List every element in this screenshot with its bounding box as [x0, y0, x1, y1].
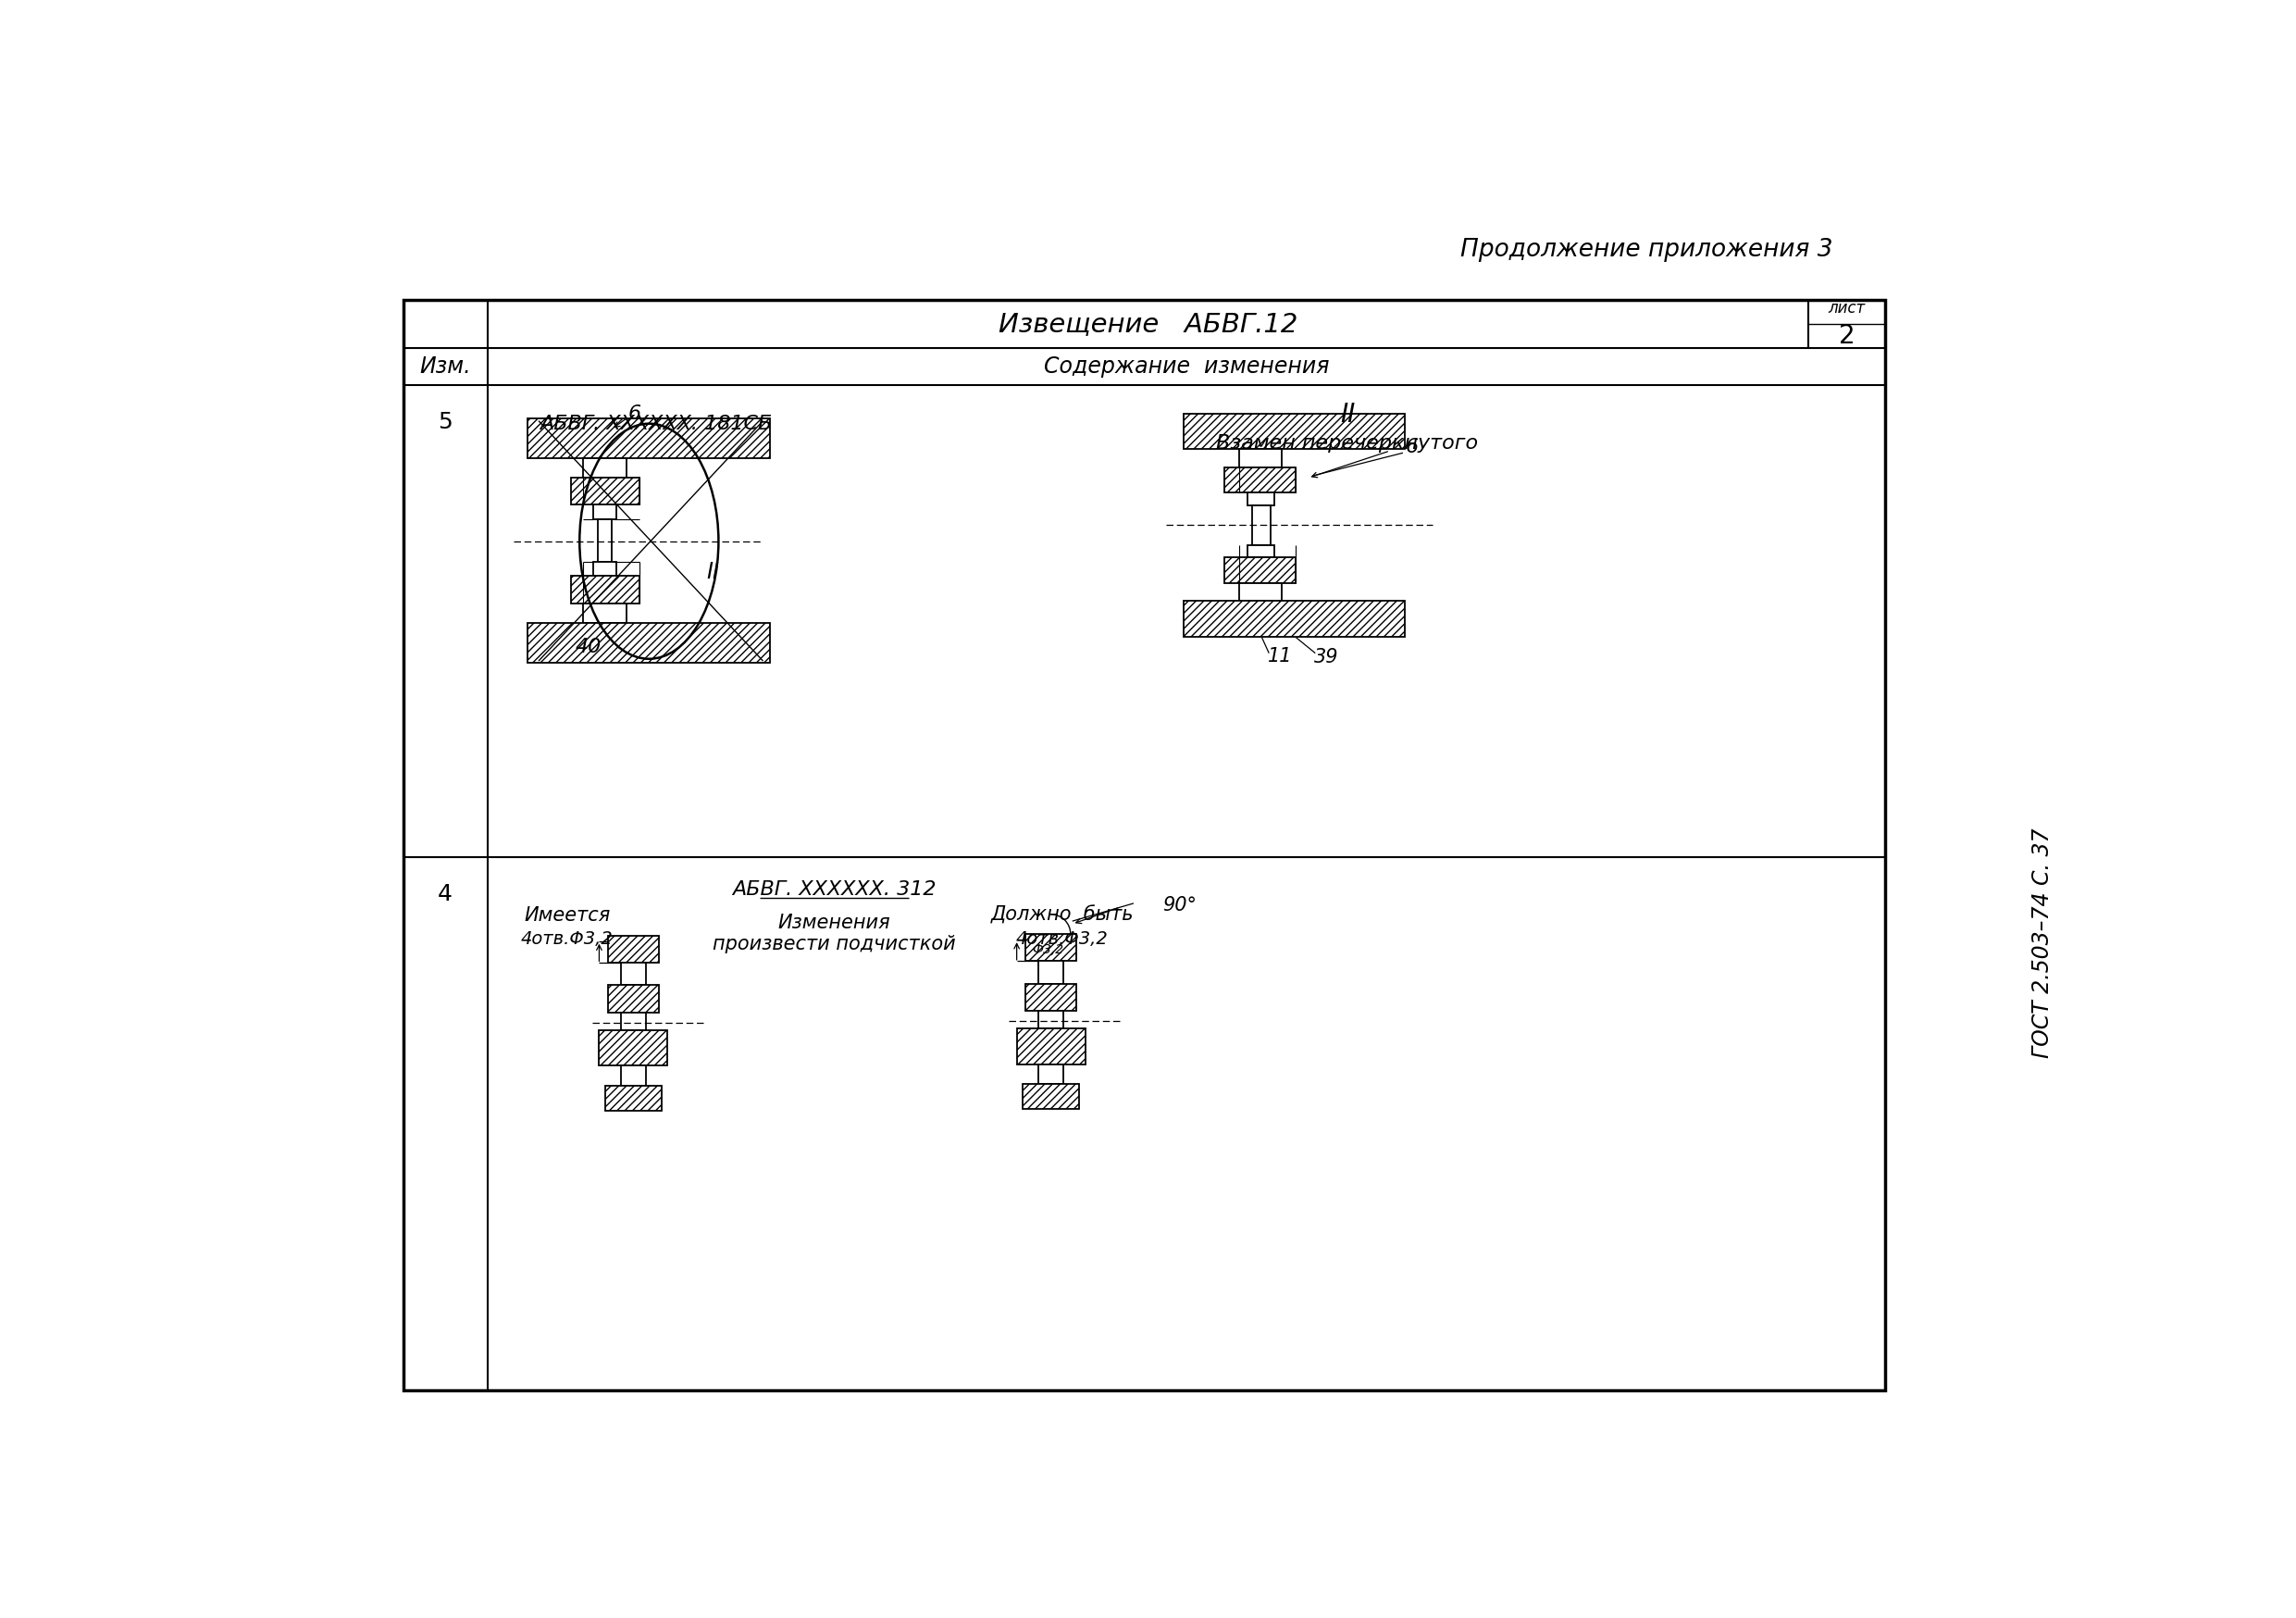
Bar — [583, 458, 627, 477]
Text: Ф3,2: Ф3,2 — [1033, 943, 1063, 956]
Text: Должно  быть: Должно быть — [992, 906, 1134, 925]
Text: ГОСТ 2.503–74 С. 37: ГОСТ 2.503–74 С. 37 — [2032, 827, 2053, 1058]
Text: 2: 2 — [1839, 324, 1855, 349]
Bar — [1038, 1011, 1063, 1029]
Text: лист: лист — [1828, 299, 1864, 317]
Bar — [620, 1013, 645, 1031]
Text: 39: 39 — [1313, 649, 1339, 667]
Bar — [592, 505, 615, 519]
Bar — [1026, 934, 1077, 961]
Text: 6: 6 — [1405, 438, 1419, 456]
Bar — [572, 477, 638, 505]
Text: 6: 6 — [629, 404, 641, 422]
Bar — [1182, 602, 1405, 637]
Bar — [528, 419, 769, 458]
Bar — [1038, 961, 1063, 984]
Text: 40: 40 — [576, 637, 602, 655]
Bar — [404, 299, 1885, 1390]
Bar — [604, 1086, 661, 1110]
Bar — [592, 561, 615, 576]
Bar — [620, 1066, 645, 1086]
Bar — [1224, 558, 1295, 584]
Bar — [1240, 450, 1281, 468]
Text: Взамен перечеркнутого: Взамен перечеркнутого — [1217, 434, 1479, 453]
Text: 90°: 90° — [1162, 896, 1196, 914]
Text: 4: 4 — [439, 883, 452, 904]
Bar — [608, 985, 659, 1013]
Bar — [608, 935, 659, 963]
Text: АБВГ. ХХХХХХ. 312: АБВГ. ХХХХХХ. 312 — [732, 880, 937, 898]
Text: Изм.: Изм. — [420, 356, 471, 377]
Text: II: II — [707, 561, 719, 582]
Bar — [528, 623, 769, 662]
Bar — [1247, 545, 1274, 558]
Text: 4отв.Φ3,2: 4отв.Φ3,2 — [521, 930, 613, 948]
Bar — [1022, 1084, 1079, 1110]
Text: 5: 5 — [439, 411, 452, 434]
Text: Имеется: Имеется — [523, 906, 611, 925]
Text: 11: 11 — [1267, 647, 1293, 665]
Text: 4отв.Φ3,2: 4отв.Φ3,2 — [1017, 930, 1109, 948]
Bar — [1224, 468, 1295, 493]
Bar — [1240, 584, 1281, 602]
Bar — [572, 576, 638, 604]
Bar — [1017, 1029, 1086, 1065]
Bar — [599, 1031, 668, 1066]
Bar — [583, 604, 627, 623]
Text: Продолжение приложения 3: Продолжение приложения 3 — [1460, 238, 1832, 262]
Text: Содержание  изменения: Содержание изменения — [1045, 356, 1329, 377]
Text: II: II — [1341, 403, 1355, 429]
Text: Извещение   АБВГ.12: Извещение АБВГ.12 — [999, 311, 1297, 337]
Text: произвести подчисткой: произвести подчисткой — [712, 935, 955, 953]
Bar — [620, 963, 645, 985]
Bar — [1251, 505, 1270, 545]
Bar — [597, 519, 613, 561]
Bar — [1038, 1065, 1063, 1084]
Bar — [1182, 414, 1405, 450]
Bar — [1026, 984, 1077, 1011]
Text: Изменения: Изменения — [778, 913, 891, 932]
Text: АБВГ. ХХХХХХ. 181СБ: АБВГ. ХХХХХХ. 181СБ — [540, 416, 771, 434]
Bar — [1247, 493, 1274, 505]
